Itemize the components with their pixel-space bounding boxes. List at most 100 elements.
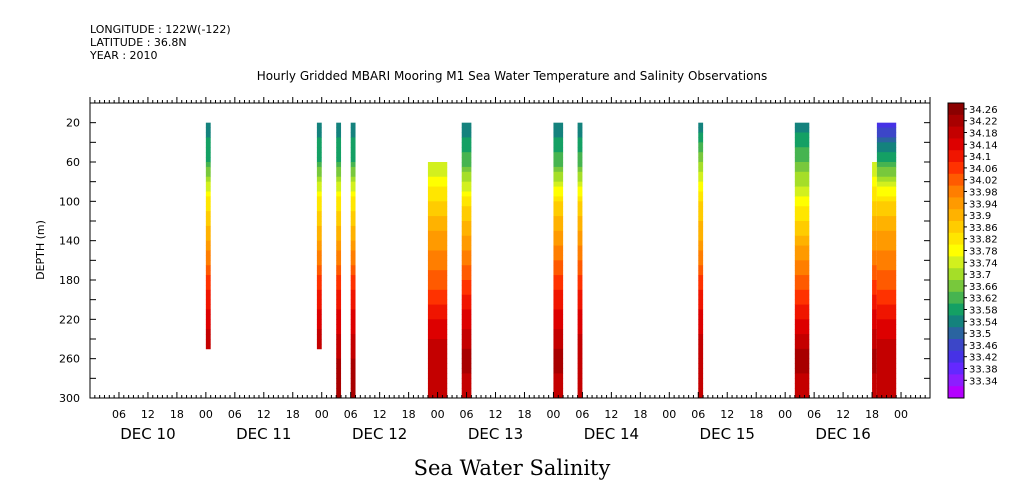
salinity-cell	[350, 393, 356, 399]
salinity-cell	[461, 255, 472, 261]
salinity-cell	[350, 196, 356, 202]
salinity-cell	[336, 176, 342, 183]
x-axis: 06 12 18 00 06 12 18 00 06 12 18 00 06 12 18 00 06 12 18 00…	[89, 97, 931, 443]
salinity-cell	[876, 221, 897, 227]
salinity-cell	[350, 260, 356, 266]
salinity-cell	[336, 319, 342, 325]
salinity-cell	[205, 225, 211, 232]
colorbar-label: 33.66	[969, 282, 998, 293]
salinity-cell	[794, 358, 810, 364]
salinity-cell	[461, 201, 472, 207]
salinity-cell	[427, 373, 448, 379]
colorbar-swatch	[948, 232, 964, 245]
salinity-cell	[336, 255, 342, 261]
salinity-cell	[698, 343, 704, 350]
salinity-cell	[205, 171, 211, 178]
salinity-cell	[553, 250, 564, 256]
salinity-cell	[876, 319, 897, 325]
salinity-cell	[350, 157, 356, 163]
colorbar-label: 34.18	[969, 129, 998, 140]
salinity-cell	[461, 368, 472, 374]
salinity-cell	[336, 275, 342, 281]
x-tick-label: 18	[402, 408, 416, 421]
colorbar-swatch	[948, 103, 964, 116]
salinity-cell	[794, 235, 810, 242]
salinity-cell	[336, 373, 342, 379]
salinity-cell	[876, 353, 897, 360]
salinity-cell	[577, 265, 583, 271]
salinity-cell	[461, 240, 472, 246]
salinity-cell	[794, 339, 810, 345]
salinity-cell	[350, 299, 356, 305]
salinity-cell	[461, 166, 472, 173]
salinity-cell	[205, 230, 211, 237]
salinity-cell	[461, 289, 472, 296]
salinity-cell	[794, 265, 810, 271]
colorbar-swatch	[948, 126, 964, 139]
salinity-cell	[336, 211, 342, 217]
salinity-cell	[427, 358, 448, 364]
salinity-cell	[876, 166, 897, 173]
salinity-cell	[205, 122, 211, 128]
salinity-cell	[553, 176, 564, 183]
salinity-cell	[876, 132, 897, 138]
y-tick-label: 180	[59, 274, 80, 287]
salinity-cell	[872, 363, 877, 369]
salinity-cell	[698, 176, 704, 183]
salinity-cell	[461, 353, 472, 360]
salinity-cell	[553, 206, 564, 212]
salinity-cell	[461, 348, 472, 355]
salinity-cell	[350, 373, 356, 379]
colorbar-swatch	[948, 386, 964, 399]
salinity-cell	[553, 216, 564, 222]
x-tick-label: 12	[836, 408, 850, 421]
salinity-cell	[876, 171, 897, 178]
salinity-cell	[872, 201, 877, 207]
salinity-cell	[461, 122, 472, 128]
salinity-cell	[794, 373, 810, 379]
x-tick-label: 00	[199, 408, 213, 421]
salinity-cell	[350, 388, 356, 394]
salinity-cell	[350, 181, 356, 187]
salinity-cell	[553, 324, 564, 330]
salinity-cell	[577, 270, 583, 276]
salinity-cell	[350, 171, 356, 178]
salinity-cell	[794, 299, 810, 305]
salinity-cell	[577, 299, 583, 305]
salinity-cell	[577, 358, 583, 364]
salinity-cell	[336, 206, 342, 212]
salinity-cell	[876, 324, 897, 330]
salinity-cell	[698, 221, 704, 227]
salinity-cell	[336, 383, 342, 389]
salinity-cell	[205, 299, 211, 305]
salinity-cell	[205, 147, 211, 153]
colorbar-swatch	[948, 291, 964, 304]
salinity-cell	[794, 176, 810, 183]
salinity-cell	[350, 334, 356, 340]
y-axis-label: DEPTH (m)	[34, 220, 47, 280]
colorbar-label: 34.06	[969, 164, 998, 175]
salinity-cell	[336, 147, 342, 153]
salinity-cell	[316, 216, 322, 222]
salinity-cell	[336, 289, 342, 296]
salinity-column	[205, 122, 211, 350]
salinity-cell	[794, 324, 810, 330]
salinity-cell	[427, 378, 448, 384]
salinity-cell	[876, 176, 897, 183]
salinity-cell	[316, 343, 322, 350]
salinity-cell	[461, 319, 472, 325]
salinity-cell	[794, 270, 810, 276]
salinity-cell	[553, 373, 564, 379]
salinity-cell	[336, 191, 342, 197]
x-axis-label: Sea Water Salinity	[414, 456, 611, 480]
salinity-cell	[350, 329, 356, 335]
salinity-cell	[350, 250, 356, 256]
salinity-cell	[794, 230, 810, 237]
salinity-cell	[577, 363, 583, 369]
salinity-cell	[577, 186, 583, 192]
salinity-cell	[794, 383, 810, 389]
y-tick-label: 140	[59, 235, 80, 248]
salinity-cell	[205, 240, 211, 246]
salinity-cell	[794, 353, 810, 360]
salinity-cell	[336, 235, 342, 242]
